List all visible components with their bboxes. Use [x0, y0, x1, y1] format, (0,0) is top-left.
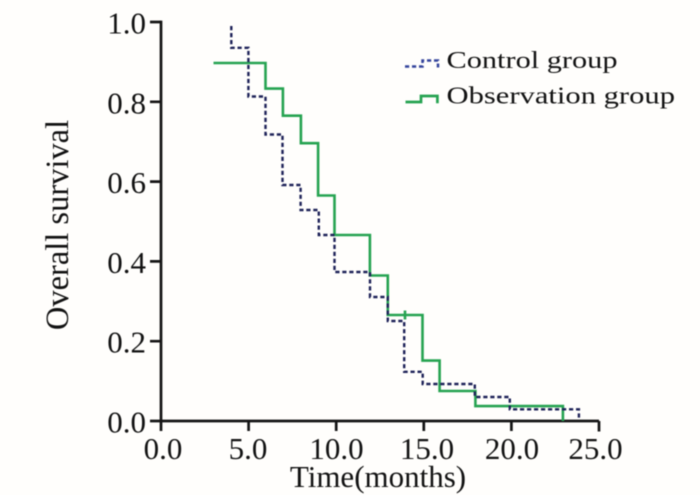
svg-text:Time(months): Time(months)	[290, 459, 466, 494]
svg-text:0.0: 0.0	[144, 431, 183, 466]
svg-text:0.0: 0.0	[107, 405, 146, 440]
svg-text:0.4: 0.4	[107, 245, 146, 280]
svg-text:10.0: 10.0	[309, 431, 363, 466]
svg-text:0.8: 0.8	[107, 85, 146, 120]
svg-text:15.0: 15.0	[400, 431, 454, 466]
svg-text:Observation group: Observation group	[447, 84, 676, 110]
svg-text:5.0: 5.0	[229, 431, 268, 466]
svg-text:Overall survival: Overall survival	[40, 120, 76, 330]
svg-text:0.6: 0.6	[107, 165, 146, 200]
svg-text:1.0: 1.0	[107, 6, 146, 41]
svg-text:25.0: 25.0	[568, 431, 622, 466]
svg-text:Control group: Control group	[447, 48, 618, 74]
svg-text:0.2: 0.2	[107, 325, 146, 360]
svg-text:20.0: 20.0	[485, 431, 539, 466]
